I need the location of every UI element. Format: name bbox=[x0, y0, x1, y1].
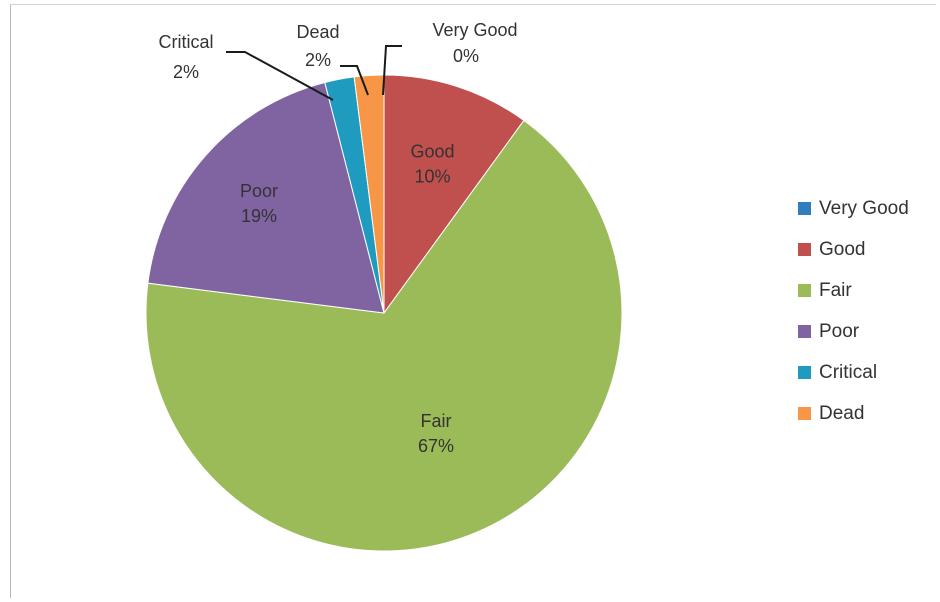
legend-label-dead: Dead bbox=[819, 402, 865, 424]
legend-label-very-good: Very Good bbox=[819, 197, 909, 219]
slice-percent-fair: 67% bbox=[418, 436, 454, 456]
slice-name-very-good: Very Good bbox=[432, 20, 517, 40]
legend-item-very-good: Very Good bbox=[798, 188, 938, 229]
legend: Very Good Good Fair Poor Critical Dead bbox=[798, 188, 938, 434]
slice-percent-dead: 2% bbox=[305, 50, 331, 70]
legend-label-critical: Critical bbox=[819, 361, 878, 383]
slice-name-critical: Critical bbox=[158, 32, 213, 52]
slice-percent-critical: 2% bbox=[173, 62, 199, 82]
pie-slice-good bbox=[383, 74, 525, 315]
slice-name-good: Good bbox=[410, 142, 454, 162]
legend-swatch-very-good bbox=[798, 202, 811, 215]
legend-label-fair: Fair bbox=[819, 279, 852, 301]
legend-swatch-critical bbox=[798, 366, 811, 379]
leader-line-very-good bbox=[382, 45, 402, 96]
chart-frame bbox=[10, 4, 936, 598]
legend-label-good: Good bbox=[819, 238, 866, 260]
legend-swatch-dead bbox=[798, 407, 811, 420]
pie-slice-poor bbox=[147, 81, 385, 314]
leader-line-dead bbox=[340, 65, 369, 96]
legend-label-poor: Poor bbox=[819, 320, 860, 342]
legend-item-fair: Fair bbox=[798, 270, 938, 311]
legend-item-poor: Poor bbox=[798, 311, 938, 352]
slice-name-fair: Fair bbox=[421, 411, 452, 431]
legend-item-dead: Dead bbox=[798, 393, 938, 434]
legend-swatch-poor bbox=[798, 325, 811, 338]
slice-percent-very-good: 0% bbox=[453, 46, 479, 66]
slice-percent-poor: 19% bbox=[241, 206, 277, 226]
legend-item-critical: Critical bbox=[798, 352, 938, 393]
legend-item-good: Good bbox=[798, 229, 938, 270]
slice-percent-good: 10% bbox=[414, 167, 450, 187]
pie-slice-fair bbox=[145, 119, 623, 552]
leader-line-critical bbox=[226, 51, 334, 101]
slice-name-poor: Poor bbox=[240, 181, 278, 201]
legend-swatch-fair bbox=[798, 284, 811, 297]
legend-swatch-good bbox=[798, 243, 811, 256]
slice-name-dead: Dead bbox=[296, 22, 339, 42]
